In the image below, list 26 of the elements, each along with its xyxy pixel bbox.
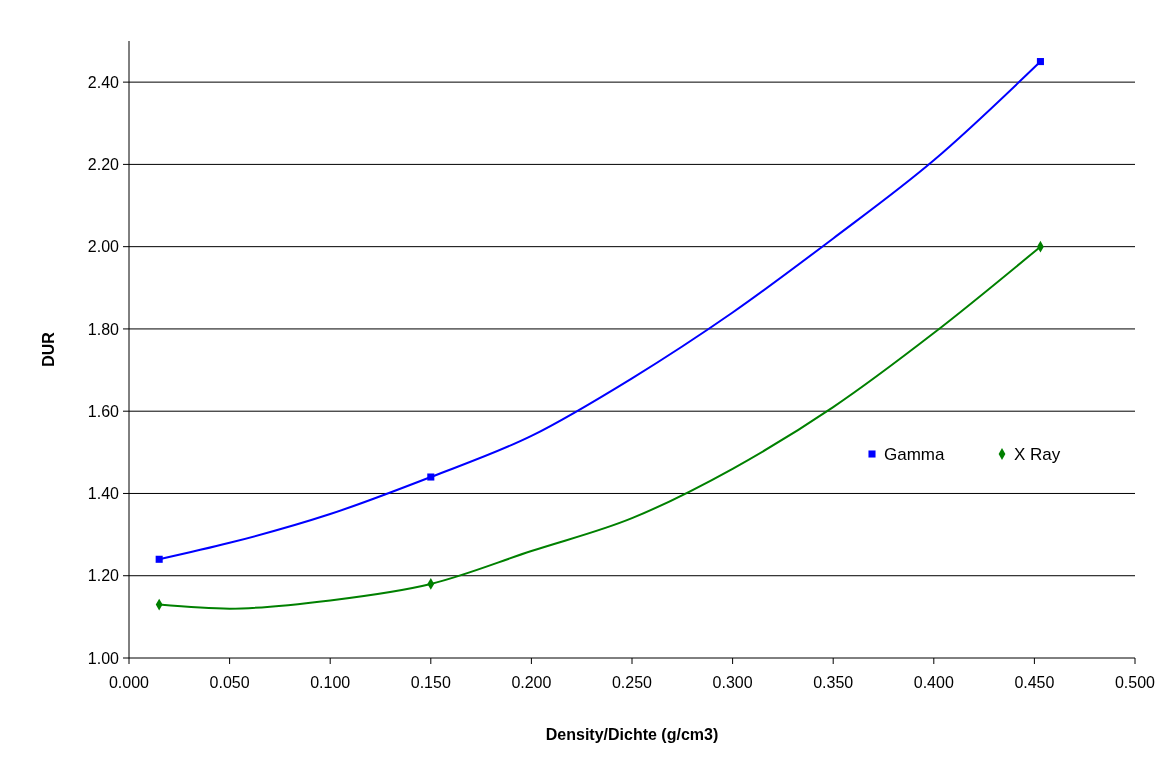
y-tick-label: 1.00 bbox=[87, 649, 120, 667]
x-tick-label: 0.150 bbox=[410, 674, 451, 691]
y-tick-label: 1.60 bbox=[87, 402, 120, 420]
x-tick-label: 0.350 bbox=[813, 674, 854, 691]
x-tick-label: 0.450 bbox=[1014, 674, 1055, 691]
x-tick-label: 0.250 bbox=[611, 674, 653, 691]
legend-label: Gamma bbox=[884, 444, 945, 464]
y-tick-label: 2.40 bbox=[87, 73, 120, 91]
y-axis-title: DUR bbox=[40, 331, 57, 367]
y-tick-label: 1.80 bbox=[87, 320, 120, 338]
x-tick-label: 0.500 bbox=[1114, 674, 1156, 691]
y-tick-label: 2.00 bbox=[87, 238, 120, 256]
point bbox=[1036, 58, 1044, 66]
x-tick-label: 0.000 bbox=[108, 674, 150, 691]
point bbox=[427, 473, 435, 481]
legend-label: X Ray bbox=[1014, 444, 1061, 464]
x-axis-title: Density/Dichte (g/cm3) bbox=[545, 726, 719, 743]
x-tick-label: 0.050 bbox=[209, 674, 250, 691]
y-tick-label: 2.20 bbox=[87, 156, 120, 173]
x-tick-label: 0.400 bbox=[913, 674, 954, 691]
point bbox=[155, 555, 163, 563]
y-tick-label: 1.40 bbox=[87, 485, 120, 503]
x-tick-label: 0.100 bbox=[310, 674, 351, 691]
y-tick-label: 1.20 bbox=[87, 567, 120, 585]
x-tick-label: 0.300 bbox=[712, 674, 753, 691]
x-tick-label: 0.200 bbox=[511, 674, 552, 691]
